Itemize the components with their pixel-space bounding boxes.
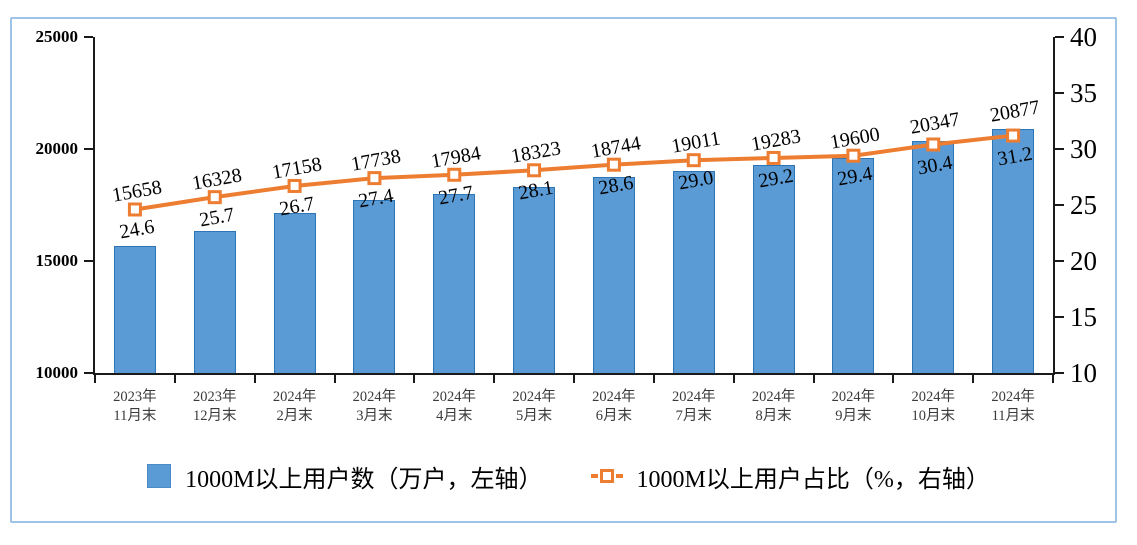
y-axis-right-tick — [1055, 260, 1064, 262]
legend-item-bar-series: 1000M以上用户数（万户，左轴） — [147, 459, 543, 494]
y-axis-left-tick-label: 15000 — [35, 251, 79, 270]
line-series-marker-icon — [590, 469, 623, 483]
chart-legend: 1000M以上用户数（万户，左轴） 1000M以上用户占比（%，右轴） — [0, 456, 1137, 496]
bar-value-label: 17158 — [269, 153, 324, 184]
y-axis-right-tick-label: 15 — [1070, 302, 1097, 332]
x-axis-tick — [573, 375, 575, 383]
bar-value-label: 16328 — [190, 164, 244, 195]
x-tick-label: 2024年 4月末 — [432, 389, 476, 424]
x-tick-label: 2024年 5月末 — [512, 389, 556, 424]
y-axis-left-tick — [84, 260, 93, 262]
line-marker — [207, 190, 222, 205]
y-axis-right-tick-label: 10 — [1070, 358, 1097, 388]
y-axis-right-tick — [1055, 372, 1064, 374]
x-tick-label: 2024年 8月末 — [751, 389, 796, 424]
x-axis-tick — [732, 375, 735, 383]
bar-value-label: 15658 — [110, 176, 164, 208]
x-axis-tick — [413, 375, 416, 383]
bar — [592, 177, 635, 373]
x-tick-label: 2024年 7月末 — [671, 389, 716, 424]
y-axis-right-tick-label: 20 — [1070, 246, 1097, 276]
x-axis-tick — [1052, 375, 1054, 383]
y-axis-right-line — [1053, 37, 1055, 375]
y-axis-left-line — [93, 37, 95, 375]
y-axis-left-tick-label: 10000 — [35, 363, 79, 382]
x-tick-label: 2024年 10月末 — [911, 389, 955, 424]
line-marker — [527, 163, 542, 178]
x-tick-label: 2023年 12月末 — [192, 389, 237, 424]
x-axis-tick — [253, 375, 256, 383]
bar — [672, 171, 715, 373]
bar-value-label: 19011 — [669, 127, 722, 158]
y-axis-right-tick — [1055, 36, 1064, 38]
y-axis-right-tick-label: 30 — [1070, 134, 1097, 164]
bar-value-label: 18323 — [509, 137, 563, 168]
y-axis-right-tick-label: 40 — [1070, 22, 1097, 52]
legend-label-bar-series: 1000M以上用户数（万户，左轴） — [185, 466, 543, 493]
bar — [353, 199, 396, 373]
bar-value-label: 18744 — [589, 132, 643, 163]
legend-label-line-series: 1000M以上用户占比（%，右轴） — [636, 466, 990, 493]
bar — [273, 212, 316, 373]
pct-value-label: 24.6 — [117, 216, 156, 244]
x-tick-label: 2024年 11月末 — [991, 389, 1035, 424]
line-marker — [447, 167, 462, 182]
y-axis-left-tick-label: 25000 — [35, 27, 79, 46]
y-axis-left-tick — [84, 36, 93, 38]
y-axis-right-tick — [1055, 204, 1064, 206]
x-axis-line — [93, 373, 1055, 375]
y-axis-left-tick — [84, 148, 93, 150]
x-axis-tick — [812, 375, 815, 383]
line-marker — [287, 178, 302, 193]
bar-value-label: 17738 — [349, 145, 403, 176]
bar-value-label: 19600 — [828, 123, 882, 154]
y-axis-left-tick-label: 20000 — [35, 139, 79, 158]
line-marker — [127, 202, 142, 217]
x-axis-tick — [493, 375, 496, 383]
y-axis-right-tick-label: 35 — [1070, 78, 1097, 108]
bar-series-swatch-icon — [147, 464, 172, 488]
y-axis-right-tick-label: 25 — [1070, 190, 1097, 220]
bar — [513, 186, 556, 373]
bar-value-label: 20347 — [908, 108, 962, 139]
line-marker — [606, 157, 621, 172]
x-axis-tick — [173, 375, 176, 383]
y-axis-right-tick — [1055, 92, 1064, 94]
x-axis-tick — [892, 375, 895, 383]
x-tick-label: 2024年 6月末 — [592, 389, 636, 424]
x-tick-label: 2024年 3月末 — [352, 389, 397, 424]
pct-value-label: 25.7 — [197, 203, 236, 232]
bar-value-label: 20877 — [988, 96, 1042, 128]
y-axis-right-tick — [1055, 148, 1064, 150]
bar — [433, 194, 476, 373]
legend-item-line-series: 1000M以上用户占比（%，右轴） — [590, 459, 990, 494]
x-axis-tick — [652, 375, 655, 383]
line-path — [134, 133, 1014, 212]
bar — [752, 165, 795, 373]
x-axis-tick — [972, 375, 975, 383]
bar — [113, 246, 156, 373]
bar-value-label: 19283 — [748, 125, 803, 156]
x-axis-tick — [333, 375, 336, 383]
bar — [193, 231, 236, 373]
bar-value-label: 17984 — [429, 142, 483, 173]
x-axis-tick — [94, 375, 96, 383]
y-axis-right-tick — [1055, 316, 1064, 318]
x-tick-label: 2023年 11月末 — [113, 389, 157, 424]
y-axis-left-tick — [84, 372, 93, 374]
x-tick-label: 2024年 9月末 — [831, 389, 876, 424]
x-tick-label: 2024年 2月末 — [272, 389, 317, 424]
line-marker — [686, 153, 701, 168]
line-marker — [766, 150, 781, 165]
line-marker — [367, 171, 382, 186]
